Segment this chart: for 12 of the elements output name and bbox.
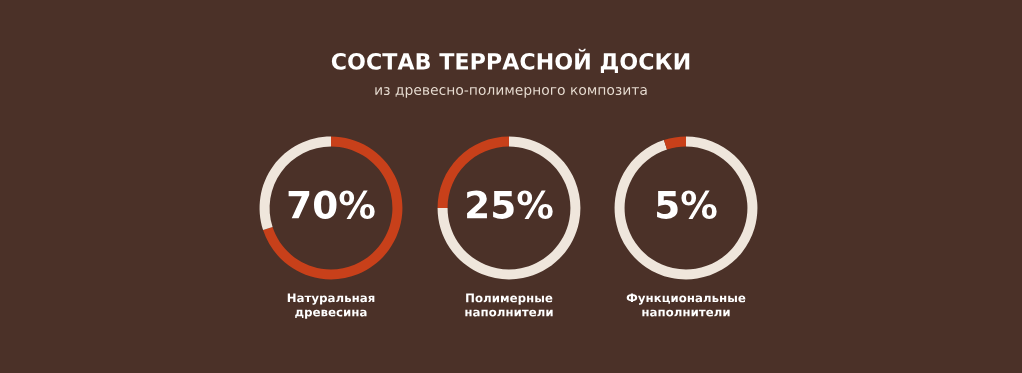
donut-slice	[263, 136, 403, 280]
text: Функциональные наполнители	[626, 293, 746, 317]
data-label: 70%	[288, 190, 375, 219]
data-label: 25%	[467, 190, 553, 219]
text: Натуральная древесина	[287, 293, 375, 319]
data-label: 5%	[657, 190, 717, 219]
donut-slice	[614, 136, 758, 280]
donut-slice	[663, 136, 686, 150]
text: Полимерные наполнители	[465, 293, 553, 317]
chart-title: СОСТАВ ТЕРРАСНОЙ ДОСКИ	[331, 48, 690, 73]
chart-subtitle: из древесно-полимерного композита	[375, 87, 647, 98]
donut-slice	[437, 136, 581, 280]
